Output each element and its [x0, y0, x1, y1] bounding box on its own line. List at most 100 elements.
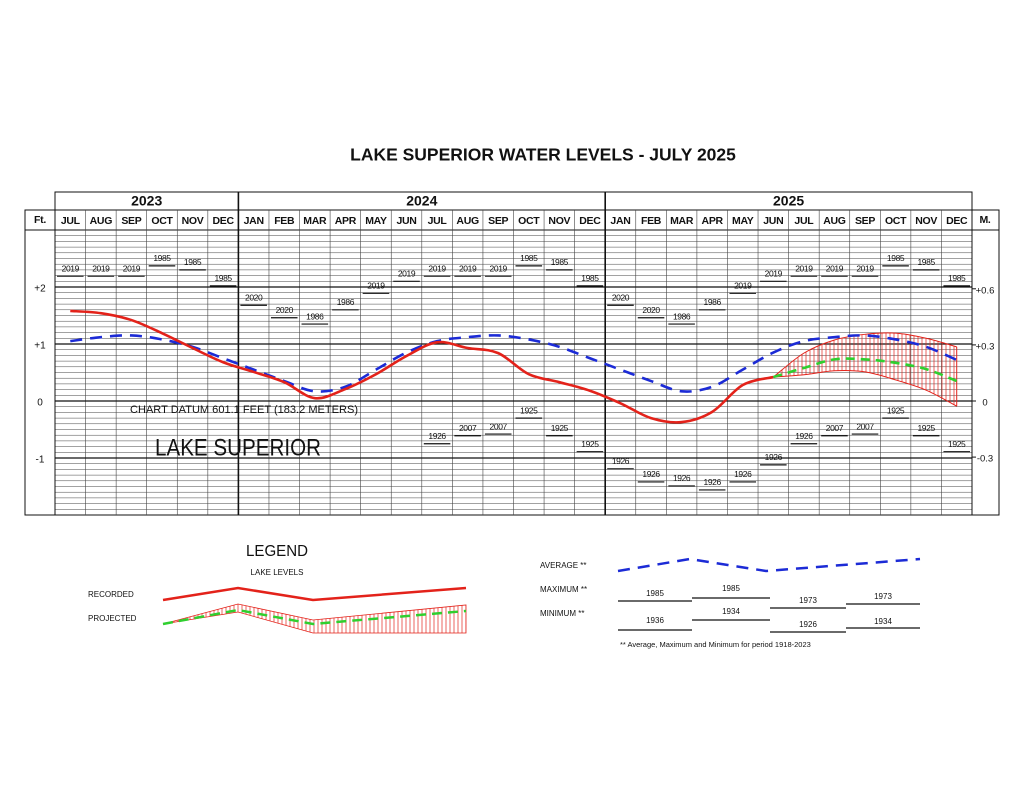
maximum-year: 2019	[398, 269, 416, 279]
month-label: JUL	[794, 215, 814, 227]
month-label: NOV	[915, 215, 937, 227]
maximum-year: 1985	[917, 257, 935, 267]
minimum-year: 1926	[734, 469, 752, 479]
chart-title: LAKE SUPERIOR WATER LEVELS - JULY 2025	[350, 145, 736, 165]
minimum-year: 1926	[673, 473, 691, 483]
month-label: AUG	[456, 215, 479, 227]
y2-tick-label: +0.3	[976, 341, 995, 352]
minimum-year: 1925	[551, 423, 569, 433]
minimum-year: 1926	[428, 431, 446, 441]
legend-year: 1985	[722, 584, 740, 593]
minimum-year: 1925	[917, 423, 935, 433]
projected-range	[773, 332, 957, 407]
datum-note: CHART DATUM 601.1 FEET (183.2 METERS)	[130, 404, 358, 416]
minimum-year: 1925	[520, 405, 538, 415]
month-label: AUG	[823, 215, 846, 227]
month-label: APR	[702, 215, 724, 227]
y-axis-label: Ft.	[34, 214, 46, 226]
maximum-year: 1986	[704, 297, 722, 307]
legend-year: 1934	[874, 617, 892, 626]
minimum-year: 2007	[856, 421, 874, 431]
minimum-year: 1926	[642, 469, 660, 479]
month-label: JAN	[610, 215, 630, 227]
legend-label: MAXIMUM **	[540, 585, 587, 594]
legend-label: RECORDED	[88, 590, 134, 599]
legend-projected	[162, 608, 467, 626]
marks: 2019 2019 2019 1985 1985 1985 2020 2020 1986 1986…	[57, 253, 970, 491]
month-label: JAN	[244, 215, 264, 227]
maximum-year: 2019	[62, 263, 80, 273]
legend-year: 1926	[799, 620, 817, 629]
maximum-year: 1985	[581, 273, 599, 283]
month-label: MAY	[365, 215, 387, 227]
y-tick-label: +1	[34, 341, 46, 352]
maximum-year: 2019	[490, 263, 508, 273]
maximum-year: 2019	[123, 263, 141, 273]
maximum-year: 2019	[92, 263, 110, 273]
month-label: MAR	[670, 215, 694, 227]
month-label: APR	[335, 215, 357, 227]
month-label: DEC	[579, 215, 601, 227]
month-label: MAR	[303, 215, 327, 227]
minimum-year: 2007	[490, 421, 508, 431]
average-line	[70, 334, 958, 393]
y-tick-label: -1	[36, 455, 45, 466]
minimum-year: 2007	[459, 423, 477, 433]
maximum-year: 2019	[795, 263, 813, 273]
legend-label: MINIMUM **	[540, 609, 584, 618]
lake-label: LAKE SUPERIOR	[155, 434, 321, 461]
legend-recorded	[162, 586, 467, 602]
maximum-year: 2019	[459, 263, 477, 273]
maximum-year: 1985	[184, 257, 202, 267]
projected-upper	[773, 332, 957, 378]
month-label: FEB	[274, 215, 295, 227]
minimum-year: 1925	[948, 439, 966, 449]
projected-lower	[773, 370, 957, 407]
month-label: FEB	[641, 215, 662, 227]
y2-tick-label: -0.3	[977, 454, 993, 465]
year-label: 2025	[773, 193, 804, 209]
projected-line	[772, 357, 958, 383]
maximum-year: 2019	[428, 263, 446, 273]
month-label: DEC	[946, 215, 968, 227]
maximum-year: 1986	[306, 311, 324, 321]
legend-year: 1934	[722, 607, 740, 616]
y-tick-label: +2	[34, 284, 46, 295]
maximum-year: 2019	[826, 263, 844, 273]
month-label: DEC	[212, 215, 234, 227]
maximum-year: 2020	[612, 292, 630, 302]
y2-tick-label: 0	[982, 398, 987, 409]
month-label: JUL	[61, 215, 81, 227]
year-row	[54, 191, 973, 211]
legend-label: PROJECTED	[88, 614, 137, 623]
month-label: JUN	[763, 215, 783, 227]
maximum-year: 2019	[765, 269, 783, 279]
y-tick-label: 0	[37, 398, 43, 409]
legend-year: 1973	[799, 596, 817, 605]
minimum-year: 1926	[765, 452, 783, 462]
recorded-line	[70, 309, 774, 424]
maximum-year: 2020	[245, 292, 263, 302]
legend: LEGEND LAKE LEVELS RECORDED PROJECTED AV…	[88, 543, 921, 649]
month-label: OCT	[885, 215, 907, 227]
month-label: OCT	[518, 215, 540, 227]
legend-average	[617, 557, 921, 573]
legend-subtitle: LAKE LEVELS	[251, 568, 304, 577]
y2-tick-label: +0.6	[976, 285, 995, 296]
month-label: NOV	[182, 215, 204, 227]
month-label: NOV	[548, 215, 570, 227]
month-label: SEP	[121, 215, 141, 227]
month-label: SEP	[488, 215, 508, 227]
maximum-year: 1985	[887, 253, 905, 263]
month-label: JUL	[428, 215, 448, 227]
footnote: ** Average, Maximum and Minimum for peri…	[620, 640, 811, 649]
year-label: 2023	[131, 193, 162, 209]
month-label: SEP	[855, 215, 875, 227]
minimum-year: 1926	[612, 456, 630, 466]
month-label: MAY	[732, 215, 754, 227]
minimum-year: 1925	[887, 405, 905, 415]
maximum-year: 2020	[276, 305, 294, 315]
month-label: AUG	[90, 215, 113, 227]
maximum-year: 1985	[948, 273, 966, 283]
